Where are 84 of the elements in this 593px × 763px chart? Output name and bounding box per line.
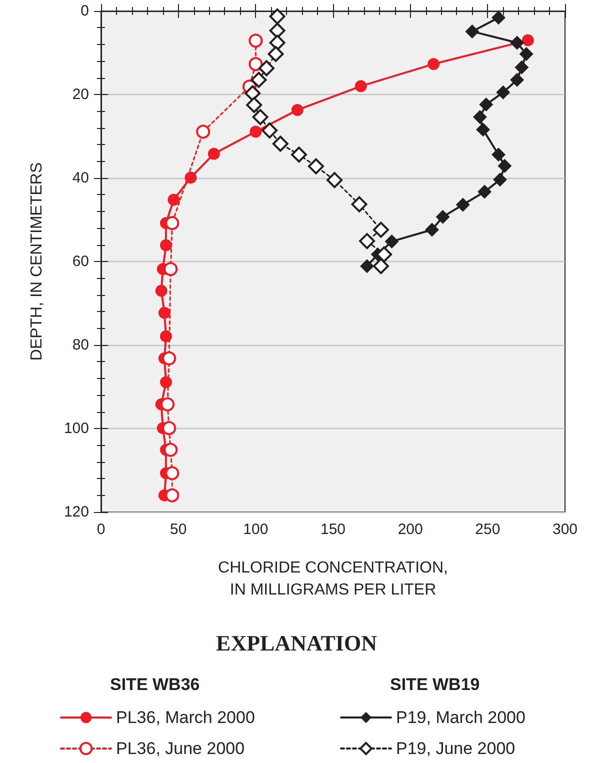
point [326, 172, 343, 188]
x-tick-label: 250 [475, 521, 500, 538]
point [248, 34, 263, 48]
point [158, 306, 170, 319]
point [164, 442, 178, 457]
x-axis-title: CHLORIDE CONCENTRATION, IN MILLIGRAMS PER LITER [218, 560, 448, 598]
point [478, 184, 492, 199]
point [272, 136, 288, 152]
point [351, 196, 368, 212]
point [168, 194, 180, 206]
point [465, 24, 480, 38]
point [291, 104, 304, 116]
point [164, 262, 178, 276]
point [165, 488, 180, 502]
legend-label: PL36, March 2000 [116, 708, 255, 727]
point [244, 85, 261, 102]
point [376, 246, 392, 262]
point [479, 98, 494, 112]
x-tick-label: 0 [96, 521, 106, 538]
point [493, 172, 508, 187]
point [160, 330, 172, 342]
point [162, 351, 176, 366]
point [162, 421, 176, 436]
x-tick-label: 150 [320, 521, 346, 538]
point [354, 80, 367, 92]
point [384, 234, 399, 248]
point [372, 258, 389, 274]
point [160, 239, 172, 252]
point [208, 148, 220, 160]
point [514, 60, 529, 74]
point [472, 110, 487, 124]
point [246, 96, 262, 113]
point [184, 172, 197, 184]
point [250, 126, 262, 138]
point [262, 122, 278, 138]
x-tick-label: 50 [170, 521, 187, 538]
point [160, 397, 175, 412]
point [436, 210, 450, 224]
legend-label: PL36, June 2000 [116, 739, 245, 758]
point [496, 85, 510, 100]
point [250, 72, 267, 88]
point [372, 222, 389, 238]
point [510, 36, 524, 50]
point [519, 47, 534, 61]
point [308, 158, 324, 174]
point [155, 284, 168, 297]
point [269, 8, 286, 24]
x-tick-label: 100 [243, 521, 268, 538]
y-tick-label: 20 [72, 86, 89, 103]
legend-label: P19, June 2000 [396, 739, 516, 758]
y-tick-label: 60 [72, 253, 89, 270]
x-tick-label: 300 [552, 521, 578, 538]
point [359, 233, 376, 250]
legend-label: P19, March 2000 [396, 708, 526, 727]
point [258, 60, 274, 76]
y-axis-title: DEPTH, IN CENTIMETERS [28, 162, 46, 361]
point [248, 57, 263, 72]
y-tick-label: 0 [80, 2, 89, 20]
point [491, 10, 506, 25]
x-tick-label: 200 [398, 521, 423, 538]
point [428, 58, 440, 70]
y-tick-label: 40 [72, 170, 89, 186]
point [456, 198, 470, 212]
point [196, 124, 210, 139]
point [290, 146, 307, 163]
point [160, 376, 172, 388]
point [252, 109, 268, 126]
y-tick-label: 100 [64, 420, 89, 437]
point [268, 46, 284, 62]
point [424, 222, 439, 237]
legend-title: EXPLANATION [216, 630, 378, 656]
point [510, 72, 524, 87]
point [476, 122, 490, 137]
y-tick-label: 80 [72, 336, 89, 354]
point [165, 466, 180, 480]
point [498, 158, 512, 173]
y-tick-label: 120 [64, 504, 89, 520]
point [522, 34, 534, 46]
point [491, 148, 506, 162]
point [269, 22, 286, 39]
text: SITE WB36 [110, 675, 200, 694]
point [360, 259, 374, 274]
point [165, 216, 180, 230]
text: SITE WB19 [390, 675, 480, 694]
